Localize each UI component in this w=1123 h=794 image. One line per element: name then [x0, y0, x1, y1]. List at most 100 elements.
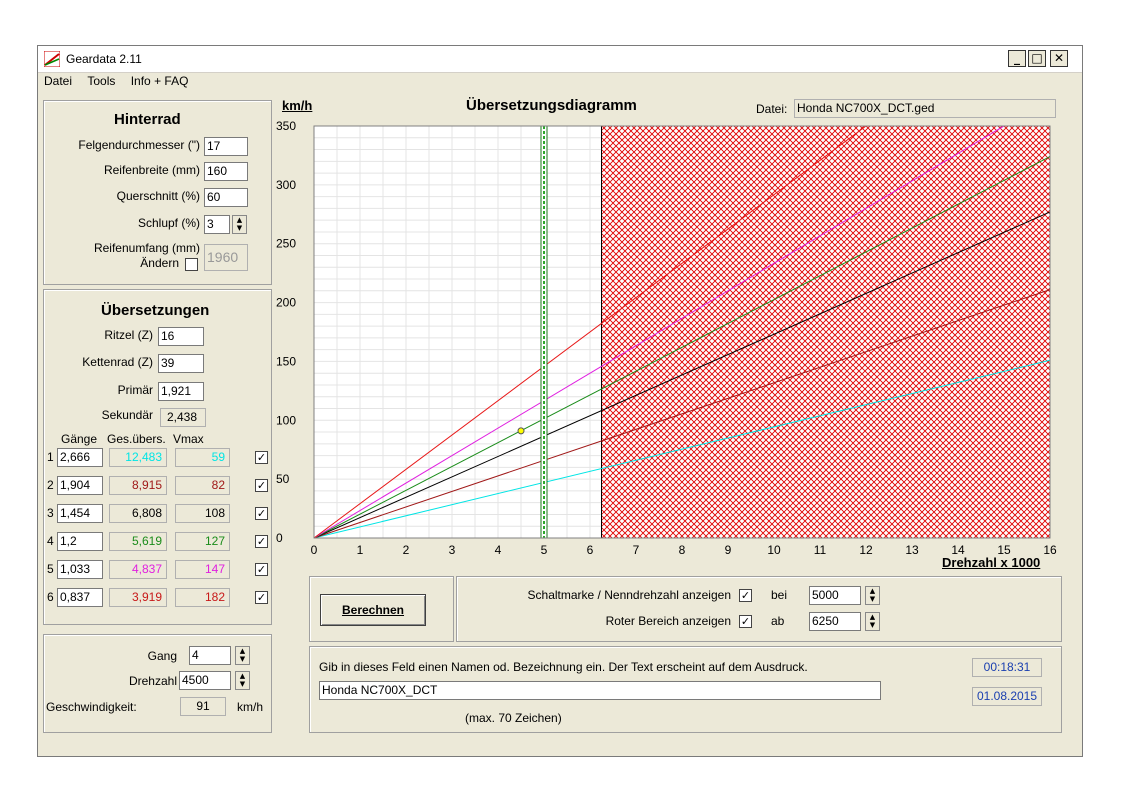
file-label: Datei:	[756, 102, 788, 116]
spin-down-icon[interactable]: ▼	[239, 655, 246, 663]
berechnen-button[interactable]: Berechnen	[320, 594, 426, 626]
gang-input[interactable]: 4	[189, 646, 231, 665]
spin-down-icon[interactable]: ▼	[869, 621, 876, 629]
spin-down-icon[interactable]: ▼	[236, 224, 243, 232]
reifenbreite-input[interactable]: 160	[204, 162, 248, 181]
ritzel-input[interactable]: 16	[158, 327, 204, 346]
drehzahl-input[interactable]: 4500	[179, 671, 231, 690]
menu-datei[interactable]: Datei	[44, 74, 73, 88]
gang-spinner[interactable]: ▲ ▼	[235, 646, 250, 665]
gear-checkbox[interactable]: ✓	[255, 451, 268, 464]
gear-vmax: 147	[175, 560, 230, 579]
spin-up-icon[interactable]: ▲	[869, 587, 876, 595]
primaer-input[interactable]: 1,921	[158, 382, 204, 401]
spin-up-icon[interactable]: ▲	[869, 613, 876, 621]
spin-up-icon[interactable]: ▲	[239, 672, 246, 680]
gear-line-6	[313, 125, 867, 539]
felgen-label: Felgendurchmesser (")	[78, 138, 200, 152]
x-tick-label: 5	[541, 543, 548, 557]
gear-ratio-input[interactable]: 1,904	[57, 476, 103, 495]
uebersetzungen-panel: Übersetzungen Ritzel (Z) 16 Kettenrad (Z…	[43, 289, 272, 625]
schlupf-spinner[interactable]: ▲ ▼	[232, 215, 247, 234]
date-field: 01.08.2015	[972, 687, 1042, 706]
gear-ratio-input[interactable]: 1,454	[57, 504, 103, 523]
gear-checkbox[interactable]: ✓	[255, 535, 268, 548]
schaltmarke-input[interactable]: 5000	[809, 586, 861, 605]
schlupf-input[interactable]: 3	[204, 215, 230, 234]
gear-vmax: 127	[175, 532, 230, 551]
felgen-input[interactable]: 17	[204, 137, 248, 156]
gear-ratio-input[interactable]: 1,033	[57, 560, 103, 579]
operating-point	[517, 427, 525, 435]
menu-tools[interactable]: Tools	[87, 74, 116, 88]
querschnitt-label: Querschnitt (%)	[116, 189, 200, 203]
x-tick-label: 3	[449, 543, 456, 557]
y-tick-label: 200	[276, 296, 296, 310]
gear-line-1	[313, 359, 1051, 539]
spin-down-icon[interactable]: ▼	[239, 680, 246, 688]
note-input[interactable]: Honda NC700X_DCT	[319, 681, 881, 700]
roter-input[interactable]: 6250	[809, 612, 861, 631]
gear-line-3	[313, 211, 1051, 539]
x-tick-label: 11	[814, 543, 827, 557]
col-vmax: Vmax	[173, 432, 204, 446]
y-tick-label: 250	[276, 237, 296, 251]
gear-ratio-input[interactable]: 2,666	[57, 448, 103, 467]
app-icon	[44, 51, 60, 67]
spin-up-icon[interactable]: ▲	[236, 216, 243, 224]
minimize-button[interactable]: _	[1008, 50, 1026, 67]
aendern-checkbox[interactable]	[185, 258, 198, 271]
y-tick-label: 150	[276, 354, 296, 368]
gear-checkbox[interactable]: ✓	[255, 563, 268, 576]
maximize-button[interactable]: □	[1028, 50, 1046, 67]
x-tick-label: 0	[311, 543, 318, 557]
uebersetzungen-heading: Übersetzungen	[101, 302, 210, 319]
gear-vmax: 182	[175, 588, 230, 607]
y-axis-label: km/h	[282, 98, 313, 113]
gear-vmax: 82	[175, 476, 230, 495]
gear-number: 6	[47, 590, 54, 604]
berechnen-label: Berechnen	[341, 603, 405, 617]
gear-total-ratio: 8,915	[109, 476, 167, 495]
schaltmarke-label: Schaltmarke / Nenndrehzahl anzeigen	[527, 588, 731, 602]
gear-line-4	[313, 156, 1051, 539]
kettenrad-input[interactable]: 39	[158, 354, 204, 373]
x-tick-label: 14	[951, 543, 965, 557]
gear-line-2	[313, 289, 1051, 539]
drehzahl-spinner[interactable]: ▲ ▼	[235, 671, 250, 690]
options-panel: Schaltmarke / Nenndrehzahl anzeigen ✓ be…	[456, 576, 1062, 642]
gear-ratio-input[interactable]: 0,837	[57, 588, 103, 607]
berechnen-panel: Berechnen	[309, 576, 454, 642]
gear-checkbox[interactable]: ✓	[255, 479, 268, 492]
gear-total-ratio: 12,483	[109, 448, 167, 467]
spin-up-icon[interactable]: ▲	[239, 647, 246, 655]
drehzahl-label: Drehzahl	[128, 674, 177, 688]
reifenbreite-label: Reifenbreite (mm)	[103, 163, 200, 177]
x-tick-label: 10	[767, 543, 781, 557]
red-zone	[601, 125, 1051, 539]
schaltmarke-checkbox[interactable]: ✓	[739, 589, 752, 602]
gear-checkbox[interactable]: ✓	[255, 591, 268, 604]
schlupf-label: Schlupf (%)	[137, 216, 200, 230]
gang-label: Gang	[147, 649, 177, 663]
file-field: Honda NC700X_DCT.ged	[794, 99, 1056, 118]
roter-checkbox[interactable]: ✓	[739, 615, 752, 628]
querschnitt-input[interactable]: 60	[204, 188, 248, 207]
spin-down-icon[interactable]: ▼	[869, 595, 876, 603]
gear-ratio-input[interactable]: 1,2	[57, 532, 103, 551]
menu-info[interactable]: Info + FAQ	[130, 74, 189, 88]
schaltmarke-spinner[interactable]: ▲ ▼	[865, 586, 880, 605]
gear-number: 3	[47, 506, 54, 520]
gear-number: 5	[47, 562, 54, 576]
close-button[interactable]: ✕	[1050, 50, 1068, 67]
roter-spinner[interactable]: ▲ ▼	[865, 612, 880, 631]
app-window: Geardata 2.11 _ □ ✕ Datei Tools Info + F…	[37, 45, 1083, 757]
gear-checkbox[interactable]: ✓	[255, 507, 268, 520]
x-tick-label: 12	[859, 543, 873, 557]
note-instruction: Gib in dieses Feld einen Namen od. Bezei…	[319, 660, 808, 674]
gear-vmax: 59	[175, 448, 230, 467]
ab-label: ab	[771, 614, 785, 628]
gear-total-ratio: 3,919	[109, 588, 167, 607]
window-title: Geardata 2.11	[66, 52, 142, 66]
